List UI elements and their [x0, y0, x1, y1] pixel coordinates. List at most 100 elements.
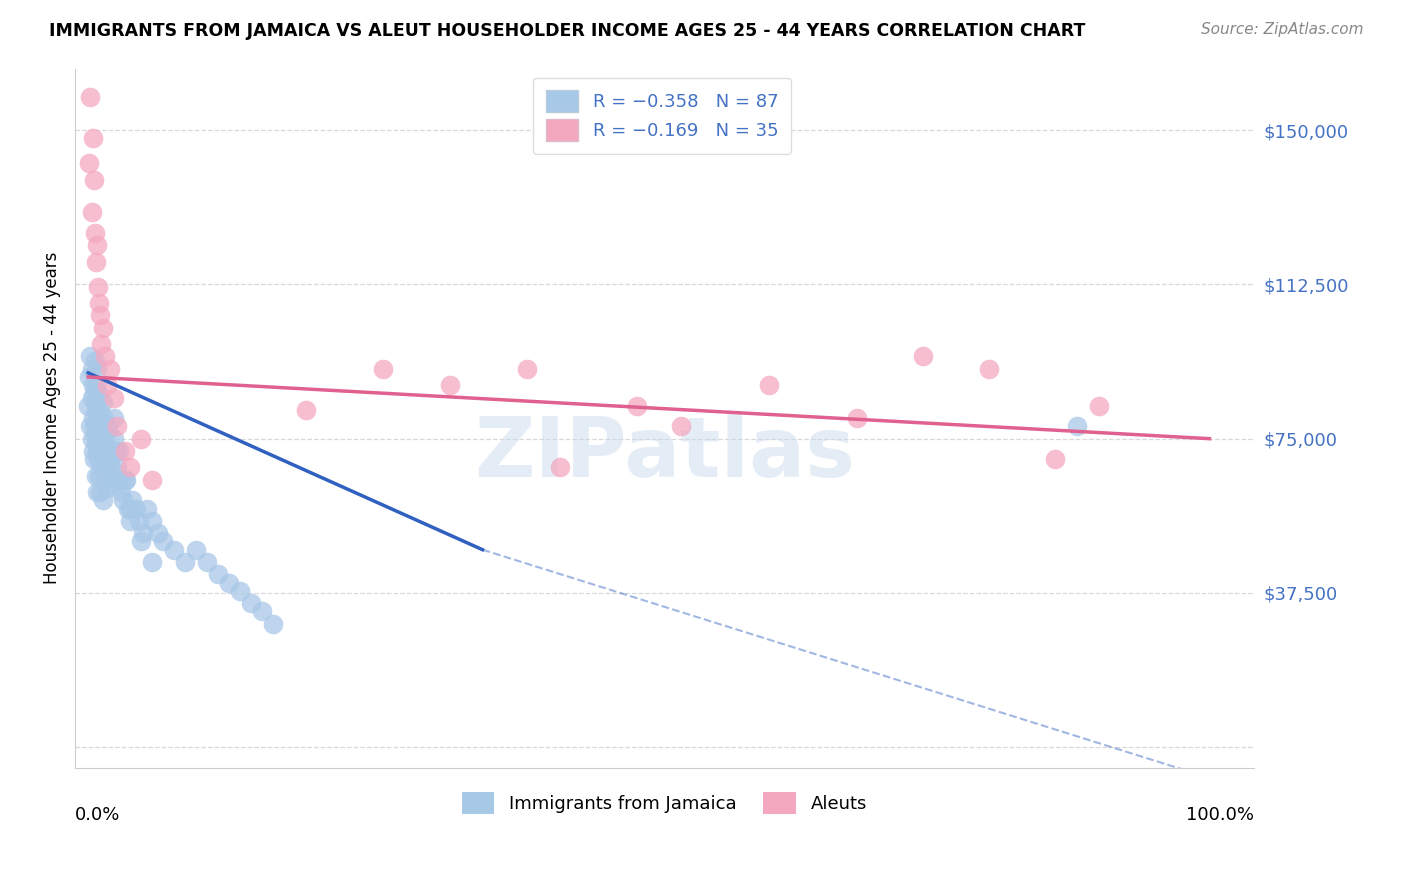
- Text: ZIPatlas: ZIPatlas: [474, 413, 855, 493]
- Point: [104, 477, 127, 491]
- Point: [114, 473, 136, 487]
- Point: [91, 427, 114, 442]
- Point: [101, 468, 124, 483]
- Point: [89, 296, 111, 310]
- Point: [79, 419, 101, 434]
- Point: [86, 411, 108, 425]
- Point: [91, 394, 114, 409]
- Point: [86, 361, 108, 376]
- Legend: Immigrants from Jamaica, Aleuts: Immigrants from Jamaica, Aleuts: [454, 785, 875, 822]
- Point: [132, 526, 155, 541]
- Point: [83, 386, 105, 401]
- Point: [84, 435, 107, 450]
- Point: [98, 361, 121, 376]
- Point: [80, 361, 103, 376]
- Point: [105, 419, 128, 434]
- Point: [97, 465, 120, 479]
- Point: [82, 411, 104, 425]
- Point: [174, 555, 197, 569]
- Point: [89, 444, 111, 458]
- Point: [83, 427, 105, 442]
- Point: [295, 403, 318, 417]
- Point: [240, 596, 263, 610]
- Point: [124, 501, 146, 516]
- Point: [83, 452, 105, 467]
- Point: [195, 555, 218, 569]
- Point: [548, 460, 571, 475]
- Point: [84, 468, 107, 483]
- Point: [373, 361, 395, 376]
- Point: [97, 424, 120, 438]
- Point: [152, 534, 174, 549]
- Point: [1088, 399, 1111, 413]
- Point: [516, 361, 538, 376]
- Point: [80, 205, 103, 219]
- Point: [96, 378, 118, 392]
- Point: [912, 350, 935, 364]
- Y-axis label: Householder Income Ages 25 - 44 years: Householder Income Ages 25 - 44 years: [44, 252, 60, 584]
- Point: [120, 460, 142, 475]
- Point: [103, 411, 125, 425]
- Point: [108, 473, 131, 487]
- Point: [128, 514, 150, 528]
- Point: [669, 419, 692, 434]
- Point: [186, 542, 208, 557]
- Point: [79, 350, 101, 364]
- Point: [979, 361, 1001, 376]
- Point: [100, 460, 122, 475]
- Point: [98, 452, 121, 467]
- Point: [94, 432, 117, 446]
- Point: [87, 419, 110, 434]
- Point: [82, 131, 104, 145]
- Point: [626, 399, 648, 413]
- Point: [83, 226, 105, 240]
- Point: [117, 501, 139, 516]
- Point: [77, 399, 100, 413]
- Point: [89, 403, 111, 417]
- Point: [114, 473, 136, 487]
- Point: [121, 493, 143, 508]
- Point: [98, 444, 121, 458]
- Text: 100.0%: 100.0%: [1185, 806, 1254, 824]
- Point: [80, 432, 103, 446]
- Point: [1066, 419, 1088, 434]
- Text: 0.0%: 0.0%: [75, 806, 121, 824]
- Point: [83, 353, 105, 368]
- Point: [218, 575, 240, 590]
- Point: [207, 567, 229, 582]
- Point: [163, 542, 186, 557]
- Point: [90, 460, 112, 475]
- Point: [96, 440, 118, 454]
- Point: [120, 514, 142, 528]
- Point: [86, 444, 108, 458]
- Point: [120, 501, 142, 516]
- Point: [439, 378, 461, 392]
- Text: Source: ZipAtlas.com: Source: ZipAtlas.com: [1201, 22, 1364, 37]
- Point: [84, 403, 107, 417]
- Point: [94, 419, 117, 434]
- Point: [229, 583, 252, 598]
- Point: [83, 394, 105, 409]
- Point: [80, 391, 103, 405]
- Point: [104, 444, 127, 458]
- Point: [114, 444, 136, 458]
- Point: [94, 473, 117, 487]
- Point: [108, 444, 131, 458]
- Point: [141, 514, 163, 528]
- Point: [141, 555, 163, 569]
- Point: [262, 616, 284, 631]
- Point: [91, 493, 114, 508]
- Point: [87, 386, 110, 401]
- Point: [1045, 452, 1067, 467]
- Point: [90, 337, 112, 351]
- Point: [79, 90, 101, 104]
- Point: [91, 320, 114, 334]
- Point: [79, 370, 101, 384]
- Point: [93, 452, 115, 467]
- Point: [94, 460, 117, 475]
- Point: [90, 419, 112, 434]
- Point: [89, 485, 111, 500]
- Point: [82, 444, 104, 458]
- Point: [89, 308, 111, 322]
- Text: IMMIGRANTS FROM JAMAICA VS ALEUT HOUSEHOLDER INCOME AGES 25 - 44 YEARS CORRELATI: IMMIGRANTS FROM JAMAICA VS ALEUT HOUSEHO…: [49, 22, 1085, 40]
